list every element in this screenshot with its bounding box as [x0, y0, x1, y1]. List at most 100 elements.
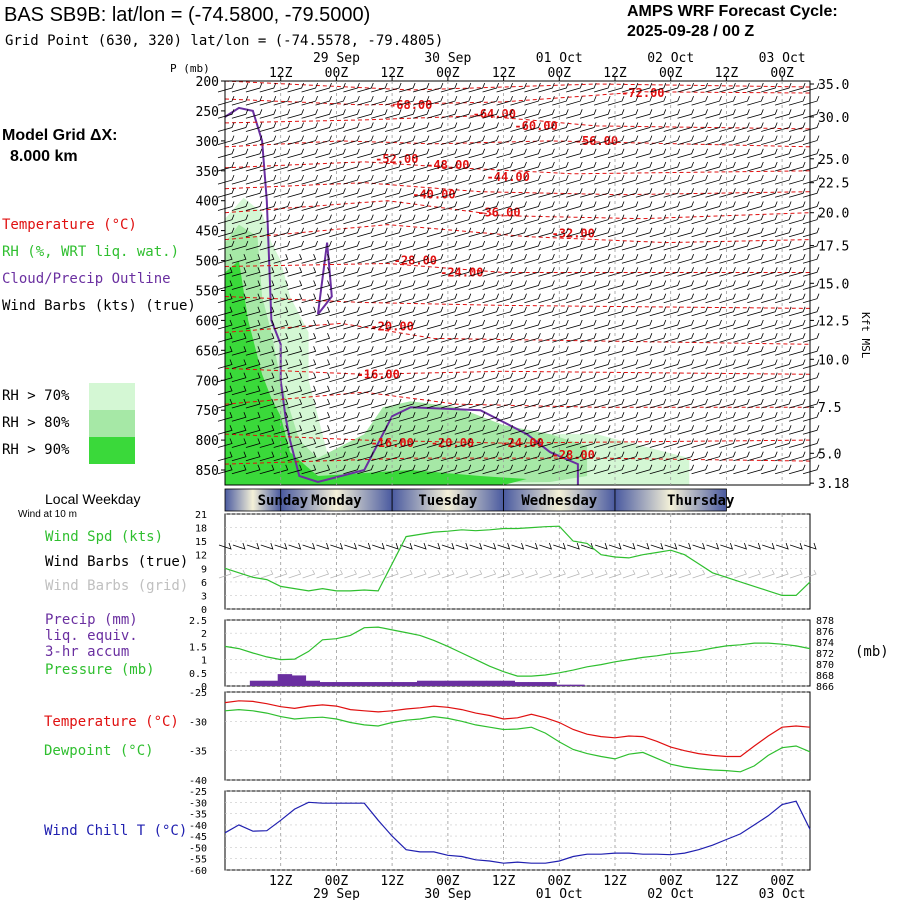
- wind-barb: [384, 464, 402, 475]
- wind-barb: [524, 438, 541, 448]
- wind-barb: [412, 438, 430, 448]
- wind-barb: [621, 201, 639, 211]
- precip-bar: [458, 680, 474, 686]
- wind-barb: [677, 161, 694, 172]
- wind-barb: [343, 385, 360, 396]
- wind-barb: [496, 214, 513, 225]
- wind-barb: [468, 109, 486, 119]
- wind-barb: [802, 267, 820, 277]
- wind-barb: [593, 451, 611, 462]
- wind-barb: [663, 161, 681, 172]
- wind-barb: [398, 161, 416, 172]
- wind-barb: [802, 306, 820, 317]
- isotherm-line: [224, 367, 811, 375]
- wind-barb: [231, 451, 247, 462]
- wind-barb: [747, 188, 764, 198]
- wind-barb: [649, 306, 667, 317]
- wind-barb: [315, 188, 332, 198]
- wind-barb: [747, 464, 764, 475]
- wind-barb: [691, 95, 708, 106]
- wind-barb: [719, 135, 736, 145]
- wind-barb: [454, 425, 472, 435]
- wind-barb: [315, 333, 331, 343]
- wind-barb: [412, 201, 430, 211]
- bottom-hour-label: 12Z: [380, 874, 404, 889]
- wind-barb: [343, 148, 360, 159]
- wind-barb: [468, 122, 486, 132]
- wind-barb: [273, 346, 289, 356]
- wind-barb: [635, 319, 653, 330]
- wind-barb: [287, 109, 304, 119]
- wind-barb: [329, 240, 346, 251]
- wind-barb: [412, 188, 430, 198]
- pressure-tick-label: 800: [196, 434, 219, 449]
- wind-barb: [259, 372, 275, 383]
- wind-barb: [621, 148, 639, 159]
- wind-barb: [761, 385, 778, 396]
- wind-barb: [231, 425, 247, 435]
- wind-barb: [371, 464, 388, 475]
- wind-barb-true: [664, 542, 678, 550]
- wind-barb: [635, 95, 653, 106]
- wind-barb: [621, 174, 639, 185]
- wind-barb: [496, 464, 513, 475]
- wind-barb: [566, 293, 583, 304]
- wind-barb: [593, 267, 611, 277]
- wind-barb: [371, 385, 388, 396]
- wind-barb: [788, 451, 806, 462]
- wind-barb: [468, 425, 486, 435]
- weekday-label-tuesday: Tuesday: [418, 493, 478, 509]
- wind-barb: [384, 306, 402, 317]
- wind-barb: [454, 174, 472, 185]
- precip-bar: [347, 682, 362, 686]
- wind-barb: [579, 451, 597, 462]
- wind-barb: [538, 109, 555, 119]
- bottom-hour-label: 00Z: [770, 874, 794, 889]
- wind-barb: [371, 109, 388, 119]
- wind-barb: [287, 398, 303, 409]
- wind-barb: [287, 174, 304, 185]
- wind-barb-grid: [762, 569, 775, 579]
- wind-barb: [329, 109, 346, 119]
- wind-barb: [524, 109, 541, 119]
- wind-barb: [412, 122, 430, 132]
- top-hour-label: 00Z: [659, 66, 683, 81]
- wind-barb-grid: [622, 569, 636, 579]
- wind-barb: [482, 438, 499, 448]
- wind-barb: [231, 438, 247, 448]
- wind-barb: [301, 319, 317, 330]
- legend-temperature: Temperature (°C): [2, 217, 137, 233]
- wind-barb: [566, 385, 583, 396]
- wind-barb: [510, 109, 527, 119]
- wind-barb: [761, 240, 778, 251]
- wind-barb: [733, 188, 750, 198]
- wind-barb: [705, 95, 722, 106]
- wind-barb: [371, 398, 388, 409]
- wind-barb: [802, 372, 820, 383]
- pressure-tick-label: 850: [196, 464, 219, 479]
- wind-barb: [454, 82, 472, 93]
- wind-barb: [482, 188, 499, 198]
- isotherm-label: -20.00: [370, 319, 413, 333]
- wind-barb: [788, 267, 806, 277]
- wind-barb: [607, 82, 625, 93]
- wind-barb: [593, 188, 611, 198]
- wind-barb: [593, 95, 611, 106]
- wind-barb: [329, 135, 346, 145]
- wind-barb: [440, 306, 458, 317]
- wind-barb-grid: [594, 569, 608, 579]
- wind-barb: [371, 333, 388, 343]
- wind-barb: [802, 451, 820, 462]
- wind-barb: [733, 306, 750, 317]
- wind-barb: [635, 385, 653, 396]
- wind-barb: [259, 188, 277, 198]
- wind-barb: [566, 451, 583, 462]
- wind-barb: [566, 109, 583, 119]
- wind-barb: [538, 346, 555, 356]
- wind-barb-grid: [734, 569, 747, 579]
- wind-barb: [245, 280, 261, 290]
- wind-barb: [482, 240, 499, 251]
- precip-bar: [514, 682, 529, 686]
- wind-barb: [343, 438, 360, 448]
- wind-barb: [649, 148, 667, 159]
